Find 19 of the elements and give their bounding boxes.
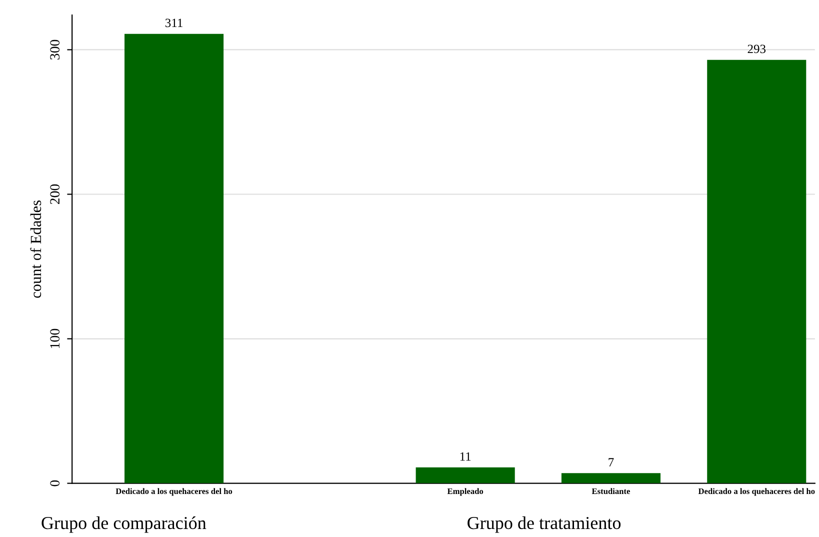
x-tick-label: Estudiante xyxy=(592,488,630,494)
data-label: 7 xyxy=(608,458,614,466)
y-tick-label: 100 xyxy=(50,328,60,348)
bar xyxy=(707,60,806,484)
y-tick-label: 0 xyxy=(50,480,60,486)
y-tick-label: 300 xyxy=(50,40,60,60)
y-axis-title: count of Edades xyxy=(30,200,42,298)
text: Grupo de tratamiento xyxy=(468,516,621,533)
x-tick-label: Dedicado a los quehaceres del ho xyxy=(116,488,232,496)
x-tick-label: Empleado xyxy=(447,488,484,496)
data-label: 11 xyxy=(460,452,471,461)
data-label: 311 xyxy=(165,18,182,28)
y-tick-label: 200 xyxy=(50,184,60,204)
bar xyxy=(561,473,661,484)
bar xyxy=(416,467,515,484)
data-label: 293 xyxy=(748,44,766,54)
x-tick-label: Dedicado a los quehaceres del ho xyxy=(698,488,815,496)
bar xyxy=(124,34,224,484)
text: Grupo de comparación xyxy=(42,516,206,533)
